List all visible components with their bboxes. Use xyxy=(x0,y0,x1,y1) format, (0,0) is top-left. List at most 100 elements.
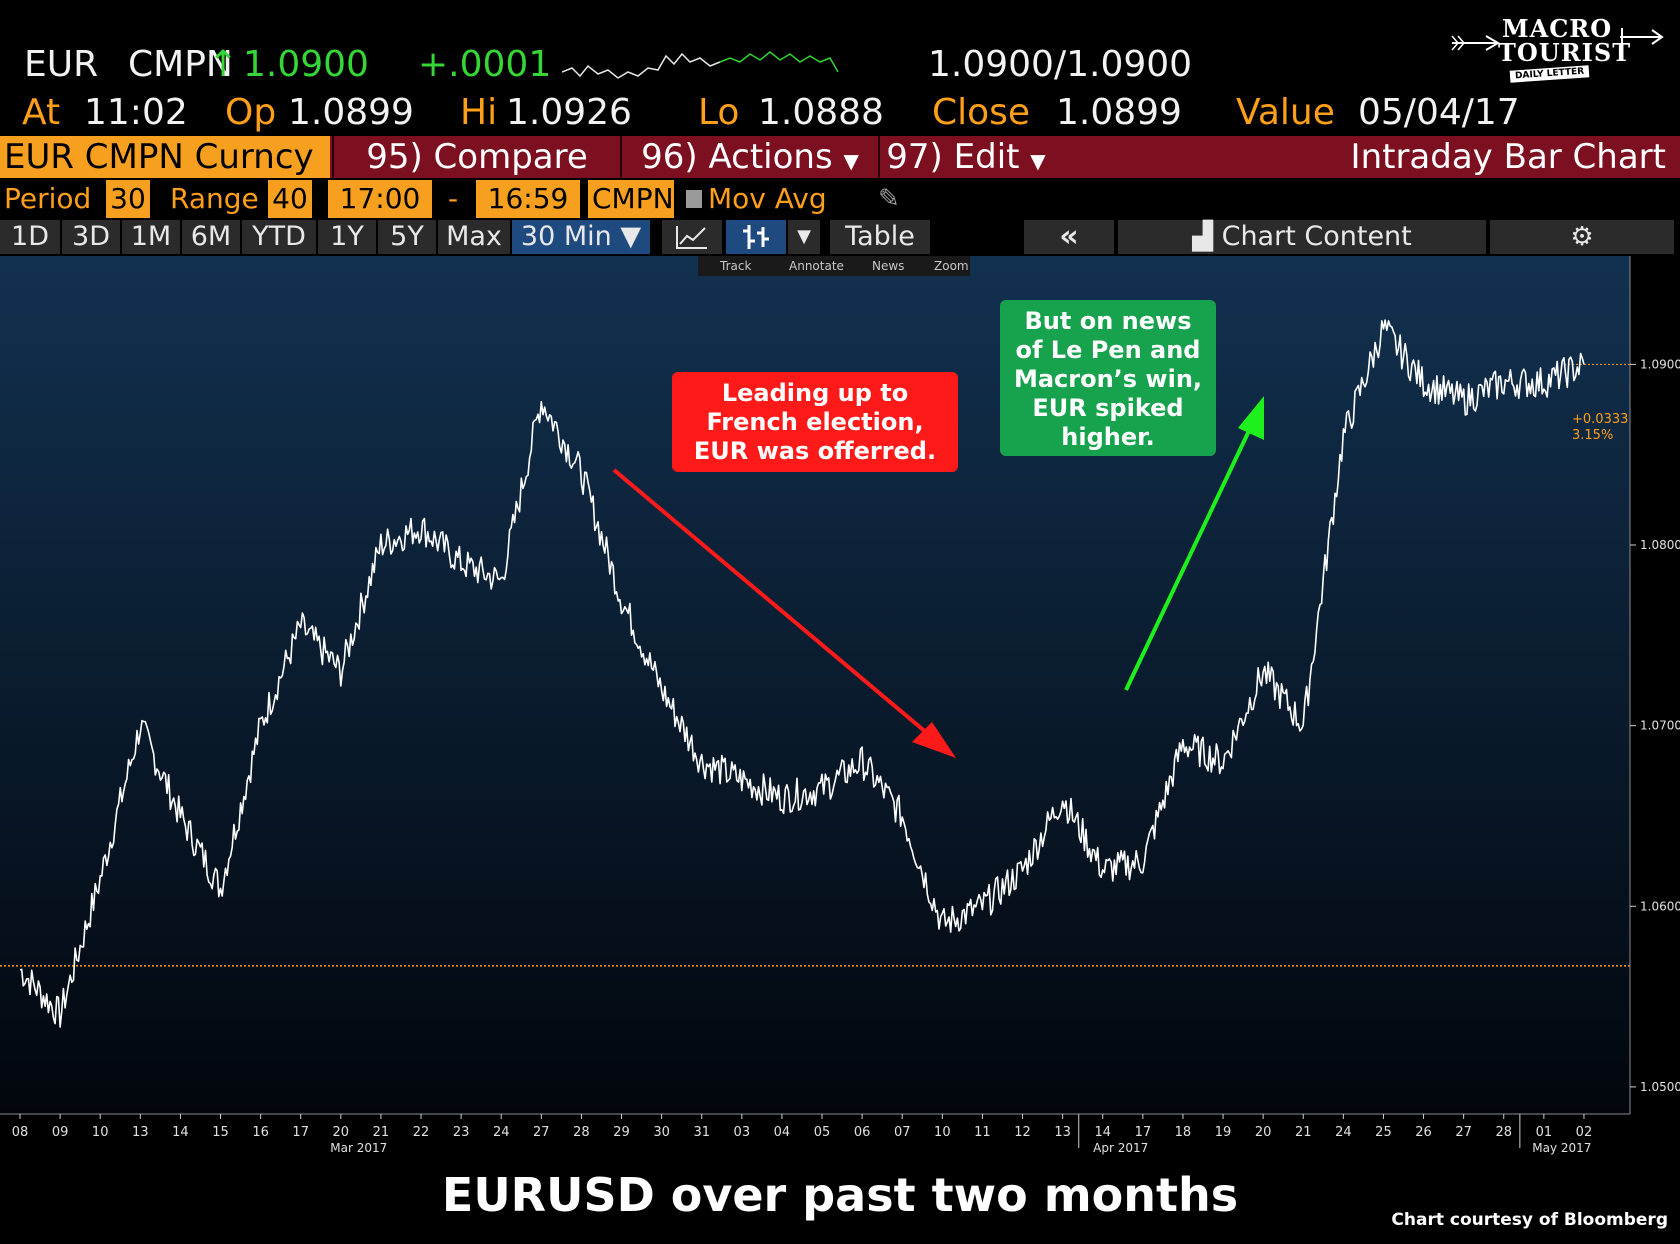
compare-button[interactable]: 95) Compare xyxy=(332,136,620,178)
table-button[interactable]: Table xyxy=(830,220,930,254)
edit-label: 97) Edit xyxy=(886,137,1020,177)
value-date: 05/04/17 xyxy=(1358,92,1520,133)
x-tick-label: 23 xyxy=(453,1125,470,1140)
price-series xyxy=(19,319,1585,1028)
settings-gear-icon[interactable]: ⚙ xyxy=(1490,220,1674,254)
mov-avg-label: Mov Avg xyxy=(708,182,827,215)
mov-avg-checkbox[interactable] xyxy=(686,190,702,208)
chart-content-button[interactable]: ▟ Chart Content xyxy=(1118,220,1486,254)
source-field[interactable]: CMPN xyxy=(588,180,674,218)
x-tick-label: 17 xyxy=(292,1125,309,1140)
range-5y-button[interactable]: 5Y xyxy=(378,220,436,254)
annotate-tool[interactable]: Annotate xyxy=(789,259,844,273)
range-max-button[interactable]: Max xyxy=(438,220,510,254)
x-tick-label: 14 xyxy=(1094,1125,1111,1140)
x-tick-label: 28 xyxy=(573,1125,590,1140)
bid-ask: 1.0900/1.0900 xyxy=(928,44,1193,85)
green-note-line4: EUR spiked xyxy=(1032,394,1183,422)
chart-type-title: Intraday Bar Chart xyxy=(1350,137,1666,177)
range-3d-button[interactable]: 3D xyxy=(62,220,120,254)
collapse-left-icon[interactable]: « xyxy=(1024,220,1114,254)
x-tick-label: 24 xyxy=(493,1125,510,1140)
security-field[interactable]: EUR CMPN Curncy xyxy=(0,136,330,178)
track-tool[interactable]: Track xyxy=(719,259,751,273)
red-note-line2: French election, xyxy=(706,408,923,436)
range-1y-button[interactable]: 1Y xyxy=(318,220,376,254)
time-separator: - xyxy=(448,182,459,215)
interval-dropdown[interactable]: 30 Min ▼ xyxy=(512,220,650,254)
x-tick-label: 14 xyxy=(172,1125,189,1140)
change-label: +0.0333 xyxy=(1572,412,1628,427)
chart-content-label: Chart Content xyxy=(1221,221,1412,252)
month-label: Apr 2017 xyxy=(1093,1141,1148,1155)
line-chart-icon[interactable] xyxy=(662,220,722,254)
up-arrow-icon: ↑ xyxy=(208,44,239,85)
open-value: 1.0899 xyxy=(288,92,414,133)
high-label: Hi xyxy=(460,92,498,133)
range-ytd-button[interactable]: YTD xyxy=(242,220,316,254)
range-6m-button[interactable]: 6M xyxy=(182,220,240,254)
start-time-field[interactable]: 17:00 xyxy=(328,180,432,218)
chart-style-dropdown-icon[interactable]: ▼ xyxy=(788,220,820,254)
x-tick-label: 28 xyxy=(1495,1125,1512,1140)
logo-line2: TOURIST xyxy=(1498,38,1632,67)
range-field[interactable]: 40 xyxy=(268,180,312,218)
x-tick-label: 20 xyxy=(1255,1125,1272,1140)
news-tool[interactable]: News xyxy=(872,259,904,273)
x-tick-label: 16 xyxy=(252,1125,269,1140)
x-tick-label: 05 xyxy=(814,1125,831,1140)
green-arrow xyxy=(1124,415,1258,691)
period-field[interactable]: 30 xyxy=(106,180,150,218)
x-tick-label: 11 xyxy=(974,1125,991,1140)
x-tick-label: 20 xyxy=(333,1125,350,1140)
function-bar: EUR CMPN Curncy 95) Compare 96) Actions … xyxy=(0,136,1680,178)
x-tick-label: 09 xyxy=(52,1125,69,1140)
quote-line: EUR CMPN ↑ 1.0900 +.0001 1.0900/1.0900 xyxy=(0,44,1400,94)
pencil-icon[interactable]: ✎ xyxy=(878,184,900,214)
at-label: At xyxy=(22,92,61,133)
x-tick-label: 13 xyxy=(1054,1125,1071,1140)
end-time-field[interactable]: 16:59 xyxy=(476,180,580,218)
change-pct-label: 3.15% xyxy=(1572,428,1613,443)
price-chart[interactable]: 1.0500 1.0600 1.0700 1.0800 1.0900 08 09 10 13 1… xyxy=(0,256,1680,1244)
close-label: Close xyxy=(932,92,1031,133)
edit-button[interactable]: 97) Edit ▼ xyxy=(878,136,1052,178)
close-value: 1.0899 xyxy=(1056,92,1182,133)
x-tick-label: 07 xyxy=(894,1125,911,1140)
chart-caption: EURUSD over past two months xyxy=(441,1168,1239,1222)
x-tick-label: 03 xyxy=(734,1125,751,1140)
sparkline xyxy=(562,51,839,79)
green-arrow-head xyxy=(1238,396,1264,440)
chevron-down-icon: ▼ xyxy=(843,149,859,173)
y-tick-label: 1.0800 xyxy=(1640,538,1680,552)
chart-content-icon: ▟ xyxy=(1192,221,1222,252)
x-tick-label: 31 xyxy=(693,1125,710,1140)
y-tick-label: 1.0500 xyxy=(1640,1080,1680,1094)
logo-line1: MACRO xyxy=(1502,14,1613,43)
arrow-right-icon xyxy=(1620,28,1664,46)
range-1m-button[interactable]: 1M xyxy=(122,220,180,254)
period-label: Period xyxy=(4,182,92,215)
zoom-tool[interactable]: Zoom xyxy=(934,259,969,273)
red-note-line3: EUR was offerred. xyxy=(694,437,936,465)
x-tick-label: 30 xyxy=(653,1125,670,1140)
x-tick-label: 25 xyxy=(1375,1125,1392,1140)
actions-button[interactable]: 96) Actions ▼ xyxy=(620,136,878,178)
period-row: Period 30 Range 40 17:00 - 16:59 CMPN Mo… xyxy=(0,180,900,220)
x-tick-label: 13 xyxy=(132,1125,149,1140)
x-tick-label: 06 xyxy=(854,1125,871,1140)
red-note-line1: Leading up to xyxy=(722,379,908,407)
range-toolbar: 1D 3D 1M 6M YTD 1Y 5Y Max 30 Min ▼ ▼ Tab… xyxy=(0,220,1680,256)
ohlc-line: At 11:02 Op 1.0899 Hi 1.0926 Lo 1.0888 C… xyxy=(0,92,1680,136)
x-tick-label: 17 xyxy=(1135,1125,1152,1140)
low-label: Lo xyxy=(698,92,740,133)
chart-mini-toolbar: Track Annotate News Zoom xyxy=(698,256,970,276)
x-tick-label: 10 xyxy=(934,1125,951,1140)
x-tick-label: 29 xyxy=(613,1125,630,1140)
bar-chart-icon[interactable] xyxy=(726,220,786,254)
red-annotation: Leading up to French election, EUR was o… xyxy=(612,372,958,758)
x-tick-label: 18 xyxy=(1175,1125,1192,1140)
y-tick-label: 1.0900 xyxy=(1640,357,1680,371)
x-tick-label: 22 xyxy=(413,1125,430,1140)
range-1d-button[interactable]: 1D xyxy=(0,220,60,254)
